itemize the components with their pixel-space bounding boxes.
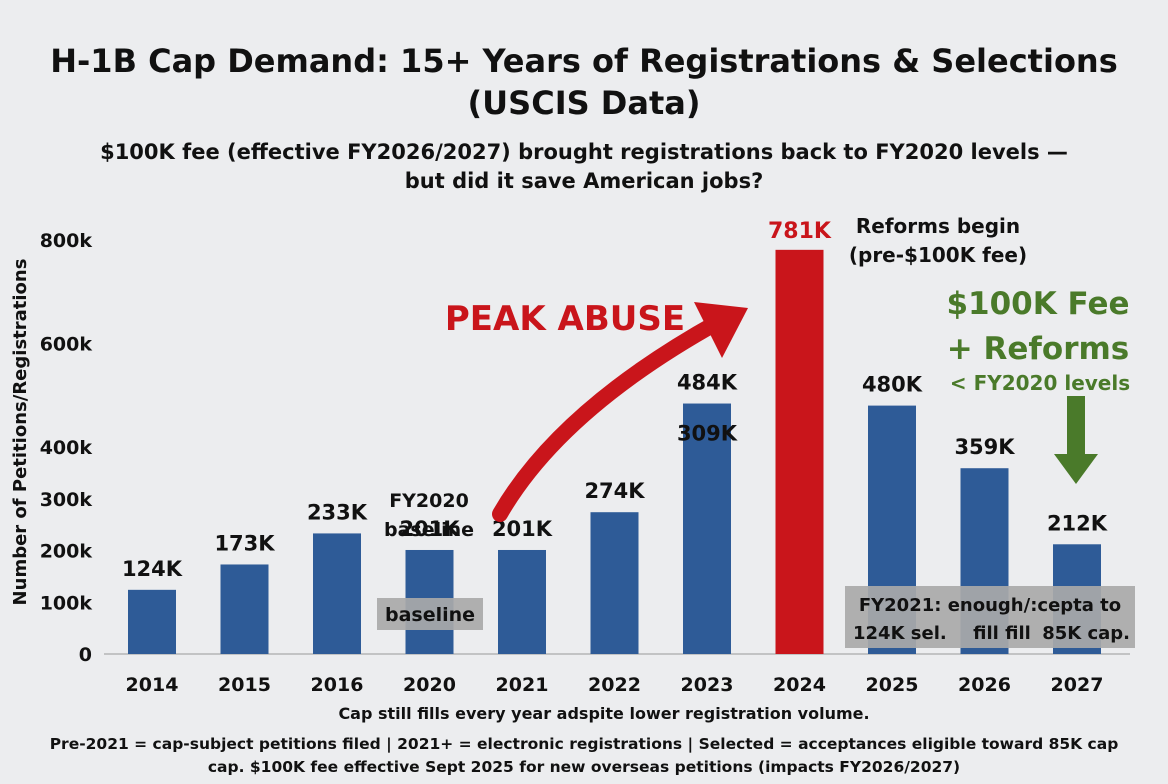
footnote-line-2: cap. $100K fee effective Sept 2025 for n…: [207, 758, 961, 776]
x-tick-label: 2014: [126, 674, 179, 696]
fy2020-note-line-2: baseline: [384, 519, 474, 541]
bar-2014: [128, 589, 176, 654]
data-label: 201K: [399, 517, 460, 541]
peak-abuse-label: PEAK ABUSE: [445, 299, 685, 339]
fy2021-callout-line-2c: 85K cap.: [1042, 623, 1130, 644]
baseline-box: [377, 598, 483, 630]
data-label: 359K: [954, 435, 1015, 459]
y-tick-label: 600k: [40, 334, 93, 356]
data-label: 781K: [768, 219, 832, 244]
fee-note-line-3: < FY2020 levels: [950, 371, 1130, 395]
fy2021-callout-line-1: FY2021: enough/:cepta to: [859, 595, 1121, 616]
bar-2023: [683, 403, 731, 654]
title-line-1: H-1B Cap Demand: 15+ Years of Registrati…: [50, 42, 1118, 80]
y-axis-title: Number of Petitions/Registrations: [10, 259, 31, 606]
x-tick-group: 2014 2015 2016 2020 2021 2022 2023 2024 2025 2026…: [126, 674, 1104, 696]
page-subtitle: $100K fee (effective FY2026/2027) brough…: [0, 138, 1168, 196]
data-label: 484K: [677, 371, 738, 395]
bar-2021: [498, 549, 546, 654]
secondary-data-label: 309K: [677, 422, 738, 446]
fee-note-line-2: + Reforms: [947, 331, 1130, 367]
title-line-2: (USCIS Data): [467, 84, 701, 122]
x-tick-label: 2027: [1051, 674, 1104, 696]
footnote-line-1: Pre-2021 = cap-subject petitions filed |…: [49, 735, 1119, 753]
y-tick-label: 800k: [40, 230, 93, 252]
x-tick-label: 2021: [496, 674, 549, 696]
reforms-note-line-1: Reforms begin: [856, 214, 1020, 238]
data-label: 480K: [862, 373, 923, 397]
data-label: 233K: [307, 500, 368, 524]
reforms-note-line-2: (pre-$100K fee): [849, 243, 1027, 267]
fy2021-callout-box: [845, 586, 1135, 648]
y-tick-label: 0: [79, 644, 92, 666]
page-title: H-1B Cap Demand: 15+ Years of Registrati…: [0, 40, 1168, 124]
x-tick-label: 2020: [403, 674, 456, 696]
data-label: 173K: [214, 531, 275, 555]
subtitle-line-2: but did it save American jobs?: [404, 169, 764, 193]
data-label: 212K: [1047, 511, 1108, 535]
y-tick-group: 0 100k 200k 300k 400k 600k 800k: [40, 230, 93, 666]
data-label: 124K: [122, 557, 183, 581]
y-tick-label: 300k: [40, 489, 93, 511]
footnote: Pre-2021 = cap-subject petitions filed |…: [0, 733, 1168, 779]
x-tick-label: 2022: [588, 674, 641, 696]
x-tick-label: 2024: [773, 674, 826, 696]
fee-note-line-1: $100K Fee: [946, 286, 1129, 322]
peak-arrow-head: [694, 302, 748, 358]
y-tick-label: 400k: [40, 437, 93, 459]
bar-2016: [313, 533, 361, 654]
y-tick-label: 200k: [40, 541, 93, 563]
peak-arrow-shaft: [492, 314, 726, 522]
subtitle-line-1: $100K fee (effective FY2026/2027) brough…: [100, 140, 1068, 164]
x-tick-label: 2026: [958, 674, 1011, 696]
data-label: 274K: [584, 479, 645, 503]
x-tick-label: 2025: [866, 674, 919, 696]
green-arrow-head: [1054, 454, 1098, 484]
x-tick-label: 2015: [218, 674, 271, 696]
fy2021-callout-line-2a: 124K sel.: [853, 623, 947, 644]
baseline-box-label: baseline: [385, 604, 475, 626]
bar-2015: [220, 564, 269, 654]
fy2021-callout-line-2b: fill fill: [973, 623, 1031, 644]
bar-2024: [775, 249, 824, 654]
bar-2022: [590, 512, 639, 654]
x-tick-label: 2016: [311, 674, 364, 696]
x-axis-title: Cap still fills every year adspite lower…: [338, 704, 869, 723]
fy2020-note-line-1: FY2020: [389, 490, 469, 512]
y-tick-label: 100k: [40, 592, 93, 614]
green-arrow-shaft: [1067, 396, 1085, 456]
x-tick-label: 2023: [681, 674, 734, 696]
